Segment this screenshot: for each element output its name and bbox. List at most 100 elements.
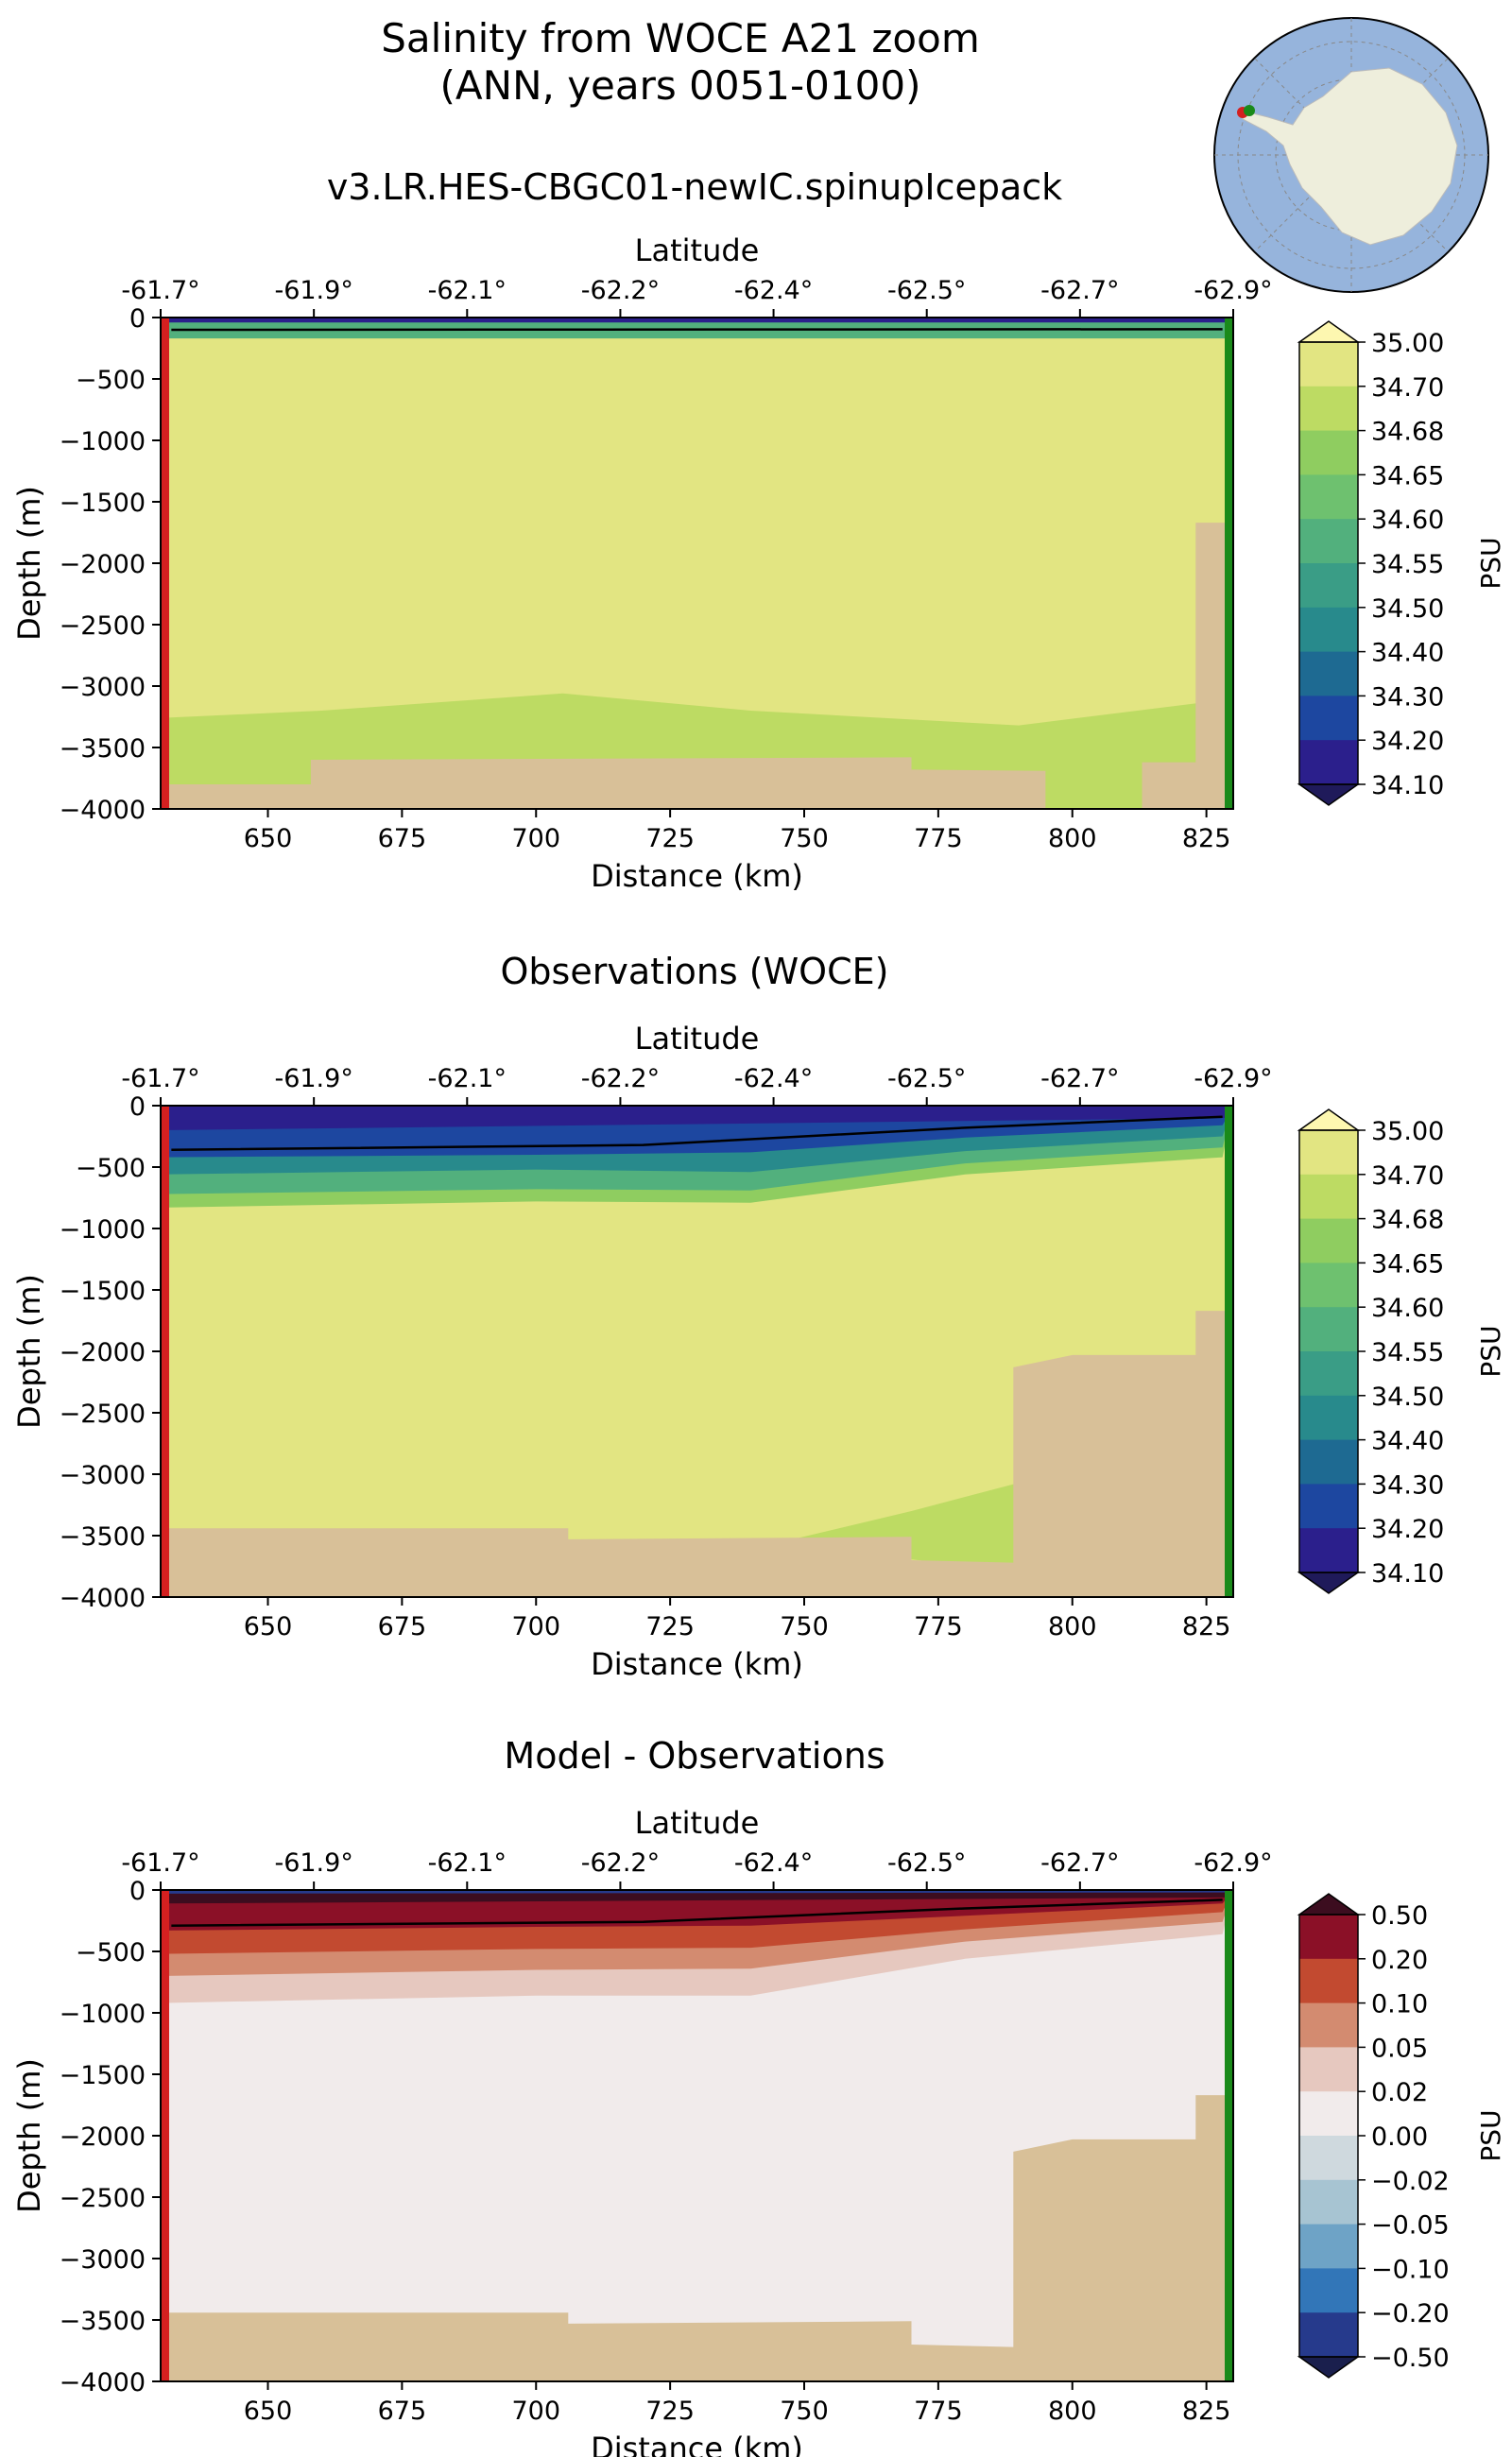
colorbar-label: PSU	[1475, 1325, 1506, 1377]
colorbar-tick-label: −0.05	[1371, 2211, 1450, 2241]
lat-tick-label: -62.7°	[1040, 1848, 1119, 1878]
contour-line	[171, 328, 1223, 332]
colorbar-swatch	[1299, 607, 1358, 653]
colorbar-swatch	[1299, 651, 1358, 696]
lat-tick-label: -62.9°	[1194, 1848, 1272, 1878]
colorbar: −0.50 −0.20 −0.10 −0.05 −0.02 0.00 0.02 0.05 0.1…	[1297, 1893, 1506, 2379]
y-tick-label: −2000	[60, 550, 146, 579]
lat-tick-label: -62.9°	[1194, 276, 1272, 305]
figure-title-line1: Salinity from WOCE A21 zoom	[381, 15, 980, 61]
colorbar-tick-label: 34.65	[1371, 1249, 1444, 1279]
colorbar-tick-label: 34.10	[1371, 1559, 1444, 1589]
colorbar-tick-label: −0.10	[1371, 2255, 1450, 2284]
colorbar-swatch	[1299, 1263, 1358, 1308]
lat-tick-label: -62.4°	[734, 1848, 813, 1878]
x-tick-label: 750	[780, 1612, 829, 1641]
colorbar-swatch	[1299, 1915, 1358, 1960]
y-tick-label: 0	[129, 304, 146, 334]
y-tick-label: −3500	[60, 734, 146, 764]
colorbar-tick-label: 34.20	[1371, 1515, 1444, 1544]
panel3-title: Model - Observations	[504, 1735, 885, 1777]
plot-area	[161, 1890, 1233, 2381]
y-tick-label: −1500	[60, 1277, 146, 1306]
colorbar-swatch	[1299, 2268, 1358, 2313]
panel2-title: Observations (WOCE)	[500, 951, 889, 992]
colorbar-tick-label: 34.70	[1371, 1161, 1444, 1191]
colorbar-tick-label: 0.00	[1371, 2122, 1428, 2152]
colorbar-swatch	[1299, 1174, 1358, 1220]
top-axis-title: Latitude	[635, 1805, 760, 1841]
section-start-bar	[161, 1106, 169, 1597]
contour-line	[171, 1115, 1223, 1152]
section-end-bar	[1225, 1106, 1233, 1597]
y-tick-label: −2000	[60, 2122, 146, 2152]
colorbar-swatch	[1299, 1528, 1358, 1573]
y-tick-label: −4000	[60, 1584, 146, 1613]
y-tick-label: −500	[76, 1938, 146, 1967]
colorbar-label: PSU	[1475, 537, 1506, 589]
colorbar-swatch	[1299, 2179, 1358, 2225]
x-tick-label: 775	[914, 824, 963, 853]
colorbar-swatch	[1299, 2312, 1358, 2358]
panel-3: 650 675 700 725 750 775 800 825 Distance (km) 0 −5…	[11, 1805, 1506, 2457]
x-tick-label: 700	[511, 824, 560, 853]
colorbar-swatch	[1299, 519, 1358, 564]
panel1-title: v3.LR.HES-CBGC01-newIC.spinupIcepack	[326, 166, 1063, 208]
y-tick-label: −2500	[60, 2184, 146, 2213]
x-tick-label: 775	[914, 1612, 963, 1641]
x-axis-title: Distance (km)	[591, 2431, 803, 2457]
contour-line	[171, 1899, 1223, 1927]
section-start-bar	[161, 1890, 169, 2381]
colorbar-swatch	[1299, 1307, 1358, 1352]
lat-tick-label: -62.7°	[1040, 1064, 1119, 1093]
x-tick-label: 800	[1048, 2397, 1097, 2426]
y-tick-label: −500	[76, 366, 146, 395]
colorbar-tick-label: 35.00	[1371, 1117, 1444, 1146]
x-tick-label: 650	[244, 2397, 293, 2426]
bathymetry	[161, 2095, 1233, 2381]
colorbar-tick-label: 34.65	[1371, 461, 1444, 490]
section-end-marker	[1244, 105, 1255, 116]
contour-band-1	[161, 1115, 1233, 1597]
x-tick-label: 775	[914, 2397, 963, 2426]
colorbar-swatch	[1299, 696, 1358, 741]
y-tick-label: −4000	[60, 2368, 146, 2397]
contour-band-4	[161, 318, 1233, 323]
colorbar-extend-min	[1297, 1572, 1361, 1594]
lat-tick-label: -62.2°	[581, 1848, 660, 1878]
colorbar-tick-label: 34.10	[1371, 771, 1444, 800]
x-tick-label: 750	[780, 2397, 829, 2426]
colorbar-tick-label: 34.60	[1371, 506, 1444, 535]
section-end-bar	[1225, 318, 1233, 809]
y-tick-label: −2500	[60, 611, 146, 641]
x-tick-label: 825	[1182, 1612, 1231, 1641]
x-tick-label: 725	[645, 1612, 695, 1641]
colorbar-swatch	[1299, 1130, 1358, 1176]
y-tick-label: −2000	[60, 1338, 146, 1367]
panel-2: 650 675 700 725 750 775 800 825 Distance (km) 0 −5…	[11, 1021, 1506, 1682]
colorbar-tick-label: 34.40	[1371, 639, 1444, 668]
contour-band-7	[161, 1106, 1233, 1130]
contour-band-1	[161, 1899, 1233, 2381]
y-tick-label: −1000	[60, 2000, 146, 2029]
colorbar-tick-label: 34.68	[1371, 1206, 1444, 1235]
y-tick-label: 0	[129, 1877, 146, 1906]
plot-area	[161, 1106, 1233, 1597]
x-tick-label: 700	[511, 2397, 560, 2426]
colorbar-tick-label: 34.55	[1371, 1338, 1444, 1367]
x-tick-label: 800	[1048, 824, 1097, 853]
section-end-bar	[1225, 1890, 1233, 2381]
colorbar-tick-label: 0.10	[1371, 1990, 1428, 2019]
colorbar-extend-max	[1297, 320, 1361, 343]
colorbar: 34.10 34.20 34.30 34.40 34.50 34.55 34.60 34.65…	[1297, 320, 1506, 806]
x-axis-title: Distance (km)	[591, 1646, 803, 1682]
x-axis-title: Distance (km)	[591, 858, 803, 894]
lat-tick-label: -62.5°	[887, 1848, 966, 1878]
colorbar-label: PSU	[1475, 2109, 1506, 2161]
colorbar-swatch	[1299, 386, 1358, 432]
colorbar-tick-label: 34.60	[1371, 1294, 1444, 1323]
colorbar-swatch	[1299, 2136, 1358, 2181]
colorbar-swatch	[1299, 2224, 1358, 2269]
lat-tick-label: -61.9°	[274, 1064, 352, 1093]
